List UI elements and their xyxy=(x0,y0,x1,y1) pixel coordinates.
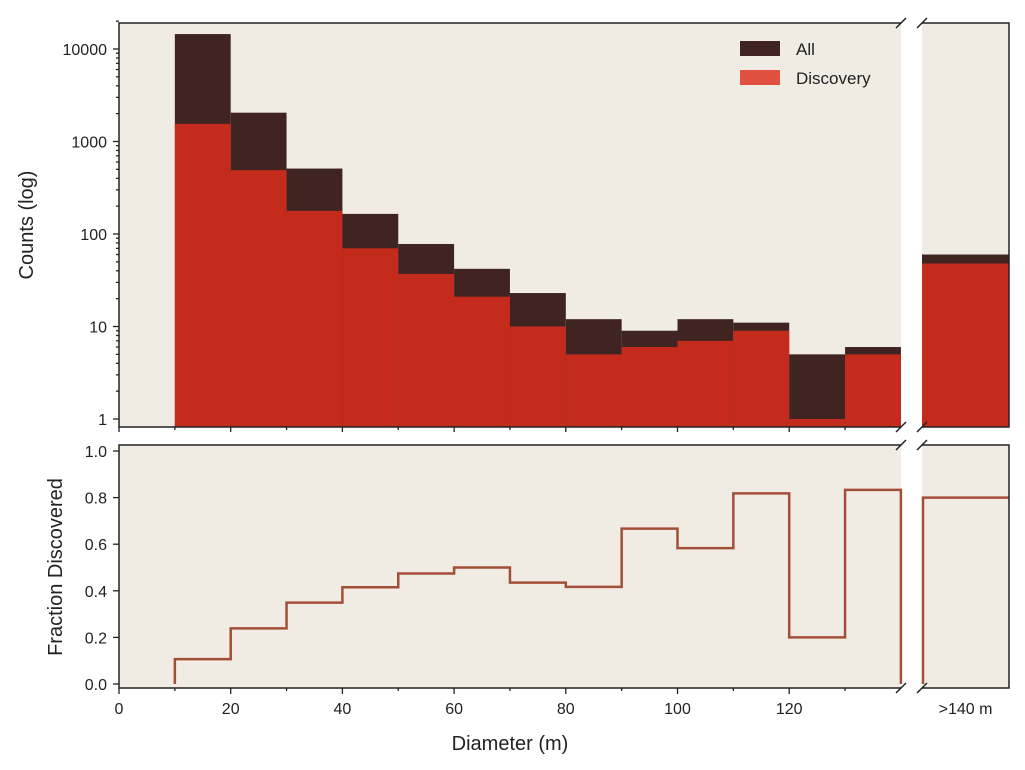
bar-discovery-60 xyxy=(454,296,510,427)
top-overflow-spines xyxy=(922,22,1010,428)
bar-discovery-100 xyxy=(677,340,734,427)
bar-discovery-30 xyxy=(286,210,343,427)
top-y-axis-label: Counts (log) xyxy=(16,171,38,280)
x-tick-label: 120 xyxy=(776,701,803,718)
top-y-tick-label: 1000 xyxy=(71,135,107,152)
top-axis-break-mark xyxy=(895,17,907,29)
legend-label-all: All xyxy=(796,40,815,59)
bar-discovery-overflow xyxy=(922,263,1009,427)
bar-all-120 xyxy=(789,354,846,427)
bottom-y-tick-label: 0.2 xyxy=(85,630,107,647)
x-tick-label: 0 xyxy=(115,701,124,718)
bar-discovery-90 xyxy=(621,347,678,427)
top-y-tick-label: 100 xyxy=(80,227,107,244)
bar-discovery-120 xyxy=(789,419,846,427)
top-axis-break-mark xyxy=(916,421,928,433)
fraction-line-layer xyxy=(173,488,1009,684)
bar-discovery-20 xyxy=(230,170,287,427)
x-axis-label: Diameter (m) xyxy=(452,733,569,755)
bottom-axis-break-mark xyxy=(916,682,928,694)
tick-marks: 1 10 100 1000 10000 0.0 0.2 0.4 0.6 0.8 1.0 0 20 40 60… xyxy=(63,20,993,718)
fraction-discovered-overflow-line xyxy=(921,496,1009,684)
bottom-y-tick-label: 0.0 xyxy=(85,677,107,694)
histogram-bars xyxy=(174,34,1009,428)
bar-discovery-70 xyxy=(509,326,566,427)
bottom-y-tick-label: 0.8 xyxy=(85,491,107,508)
bar-discovery-110 xyxy=(733,330,790,427)
x-tick-label: 40 xyxy=(334,701,352,718)
top-axis-break-mark xyxy=(916,17,928,29)
top-y-tick-label: 1 xyxy=(98,412,107,429)
top-axis-break-mark xyxy=(895,421,907,433)
bar-discovery-10 xyxy=(174,123,231,427)
legend-swatch-discovery xyxy=(740,70,780,85)
bottom-y-tick-label: 0.6 xyxy=(85,537,107,554)
legend-swatch-all xyxy=(740,41,780,56)
bottom-axis-break-mark xyxy=(895,682,907,694)
bottom-axis-break-mark xyxy=(895,439,907,451)
bar-discovery-130 xyxy=(845,354,901,427)
overflow-x-tick-label: >140 m xyxy=(939,701,993,718)
bottom-overflow-panel-background xyxy=(922,445,1009,688)
bottom-y-axis-label: Fraction Discovered xyxy=(45,478,67,656)
x-tick-label: 20 xyxy=(222,701,240,718)
bar-discovery-50 xyxy=(398,273,455,427)
legend-label-discovery: Discovery xyxy=(796,69,871,88)
bar-discovery-40 xyxy=(342,248,399,427)
fraction-discovered-line xyxy=(173,488,903,684)
top-y-tick-label: 10 xyxy=(89,320,107,337)
bottom-y-tick-label: 0.4 xyxy=(85,584,107,601)
bar-discovery-80 xyxy=(565,354,622,427)
top-y-tick-label: 10000 xyxy=(63,42,108,59)
x-tick-label: 80 xyxy=(557,701,575,718)
x-tick-label: 60 xyxy=(445,701,463,718)
bottom-axis-break-mark xyxy=(916,439,928,451)
bottom-overflow-spines xyxy=(922,444,1010,689)
bottom-y-tick-label: 1.0 xyxy=(85,444,107,461)
legend: All Discovery xyxy=(740,40,871,88)
x-tick-label: 100 xyxy=(664,701,691,718)
